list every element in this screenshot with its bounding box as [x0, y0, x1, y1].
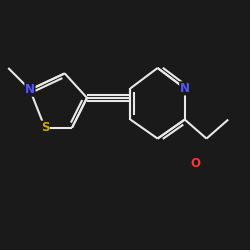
- Text: O: O: [190, 156, 200, 170]
- Text: N: N: [180, 82, 190, 95]
- Text: S: S: [41, 121, 49, 134]
- Text: N: N: [25, 83, 35, 96]
